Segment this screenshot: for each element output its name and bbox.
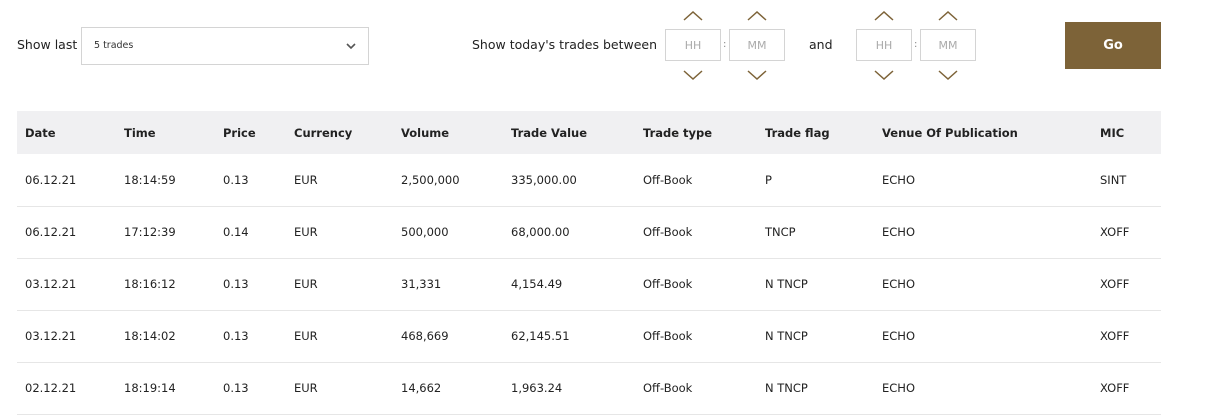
cell-time: 18:14:59 (124, 172, 176, 187)
cell-price: 0.13 (223, 329, 249, 343)
cell-venue-of-publication: ECHO (882, 329, 915, 343)
cell-trade-value: 4,154.49 (511, 277, 563, 291)
to-hour-input[interactable] (856, 29, 912, 61)
cell-date: 03.12.21 (25, 277, 77, 291)
cell-time: 17:12:39 (124, 225, 176, 239)
cell-mic: XOFF (1100, 277, 1130, 291)
cell-currency: EUR (294, 381, 318, 395)
from-minute-decrement-arrow-down-icon[interactable] (745, 68, 769, 82)
from-minute-increment-arrow-up-icon[interactable] (745, 9, 769, 23)
cell-trade-flag: N TNCP (765, 329, 808, 343)
cell-mic: SINT (1100, 172, 1127, 187)
cell-time: 18:19:14 (124, 381, 176, 395)
column-header-venue-of-publication: Venue Of Publication (882, 125, 1018, 140)
cell-volume: 31,331 (401, 277, 442, 291)
cell-trade-value: 1,963.24 (511, 381, 563, 395)
to-minute-input[interactable] (920, 29, 976, 61)
from-minute-input[interactable] (729, 29, 785, 61)
from-hour-input[interactable] (665, 29, 721, 61)
column-header-time: Time (124, 125, 156, 140)
chevron-down-icon (346, 43, 356, 50)
cell-mic: XOFF (1100, 381, 1130, 395)
cell-trade-flag: N TNCP (765, 277, 808, 291)
cell-volume: 500,000 (401, 225, 449, 239)
column-header-trade-flag: Trade flag (765, 125, 830, 140)
cell-trade-value: 335,000.00 (511, 172, 577, 187)
cell-volume: 14,662 (401, 381, 442, 395)
from-hour-increment-arrow-up-icon[interactable] (681, 9, 705, 23)
to-minute-decrement-arrow-down-icon[interactable] (936, 68, 960, 82)
show-last-select[interactable]: 5 trades (81, 27, 369, 65)
cell-volume: 2,500,000 (401, 172, 460, 187)
table-row: 03.12.21 18:16:12 0.13 EUR 31,331 4,154.49 Off… (17, 258, 1161, 310)
from-time-colon: : (723, 39, 727, 50)
column-header-trade-value: Trade Value (511, 125, 588, 140)
cell-trade-type: Off-Book (643, 329, 693, 343)
cell-trade-value: 62,145.51 (511, 329, 570, 343)
column-header-volume: Volume (401, 125, 450, 140)
cell-price: 0.14 (223, 225, 249, 239)
column-header-date: Date (25, 125, 56, 140)
cell-price: 0.13 (223, 172, 249, 187)
table-row: 03.12.21 18:14:02 0.13 EUR 468,669 62,145.51 O… (17, 310, 1161, 362)
cell-date: 03.12.21 (25, 329, 77, 343)
column-header-trade-type: Trade type (643, 125, 713, 140)
to-minute-increment-arrow-up-icon[interactable] (936, 9, 960, 23)
column-header-price: Price (223, 125, 256, 140)
table-header-row: Date Time Price Currency Volume Trade Va… (17, 111, 1161, 154)
cell-venue-of-publication: ECHO (882, 381, 915, 395)
cell-mic: XOFF (1100, 225, 1130, 239)
cell-venue-of-publication: ECHO (882, 225, 915, 239)
column-header-currency: Currency (294, 125, 353, 140)
trades-table: Date Time Price Currency Volume Trade Va… (17, 111, 1161, 415)
cell-trade-type: Off-Book (643, 381, 693, 395)
cell-volume: 468,669 (401, 329, 449, 343)
cell-venue-of-publication: ECHO (882, 277, 915, 291)
column-header-mic: MIC (1100, 125, 1125, 140)
cell-trade-flag: P (765, 172, 772, 187)
cell-time: 18:16:12 (124, 277, 176, 291)
cell-trade-flag: TNCP (765, 225, 796, 239)
cell-price: 0.13 (223, 277, 249, 291)
table-row: 06.12.21 17:12:39 0.14 EUR 500,000 68,000.00 O… (17, 206, 1161, 258)
cell-trade-type: Off-Book (643, 225, 693, 239)
cell-currency: EUR (294, 225, 318, 239)
trade-filter-bar: Show last 5 trades Show today's trades b… (0, 0, 1213, 100)
from-hour-decrement-arrow-down-icon[interactable] (681, 68, 705, 82)
cell-currency: EUR (294, 172, 318, 187)
cell-trade-type: Off-Book (643, 172, 693, 187)
cell-date: 06.12.21 (25, 225, 77, 239)
show-last-selected-value: 5 trades (94, 40, 134, 51)
cell-date: 06.12.21 (25, 172, 77, 187)
and-label: and (809, 37, 833, 52)
go-button[interactable]: Go (1065, 22, 1161, 69)
table-row: 02.12.21 18:19:14 0.13 EUR 14,662 1,963.24 Off… (17, 362, 1161, 414)
to-time-colon: : (914, 39, 918, 50)
cell-venue-of-publication: ECHO (882, 172, 915, 187)
between-label: Show today's trades between (472, 37, 658, 52)
table-row: 06.12.21 18:14:59 0.13 EUR 2,500,000 335,000.… (17, 154, 1161, 206)
cell-currency: EUR (294, 277, 318, 291)
cell-time: 18:14:02 (124, 329, 176, 343)
to-hour-increment-arrow-up-icon[interactable] (872, 9, 896, 23)
to-hour-decrement-arrow-down-icon[interactable] (872, 68, 896, 82)
cell-price: 0.13 (223, 381, 249, 395)
cell-trade-flag: N TNCP (765, 381, 808, 395)
cell-currency: EUR (294, 329, 318, 343)
show-last-label: Show last (17, 37, 78, 52)
cell-trade-type: Off-Book (643, 277, 693, 291)
cell-date: 02.12.21 (25, 381, 77, 395)
trades-table-body: 06.12.21 18:14:59 0.13 EUR 2,500,000 335,000.… (17, 154, 1161, 414)
cell-trade-value: 68,000.00 (511, 225, 570, 239)
cell-mic: XOFF (1100, 329, 1130, 343)
